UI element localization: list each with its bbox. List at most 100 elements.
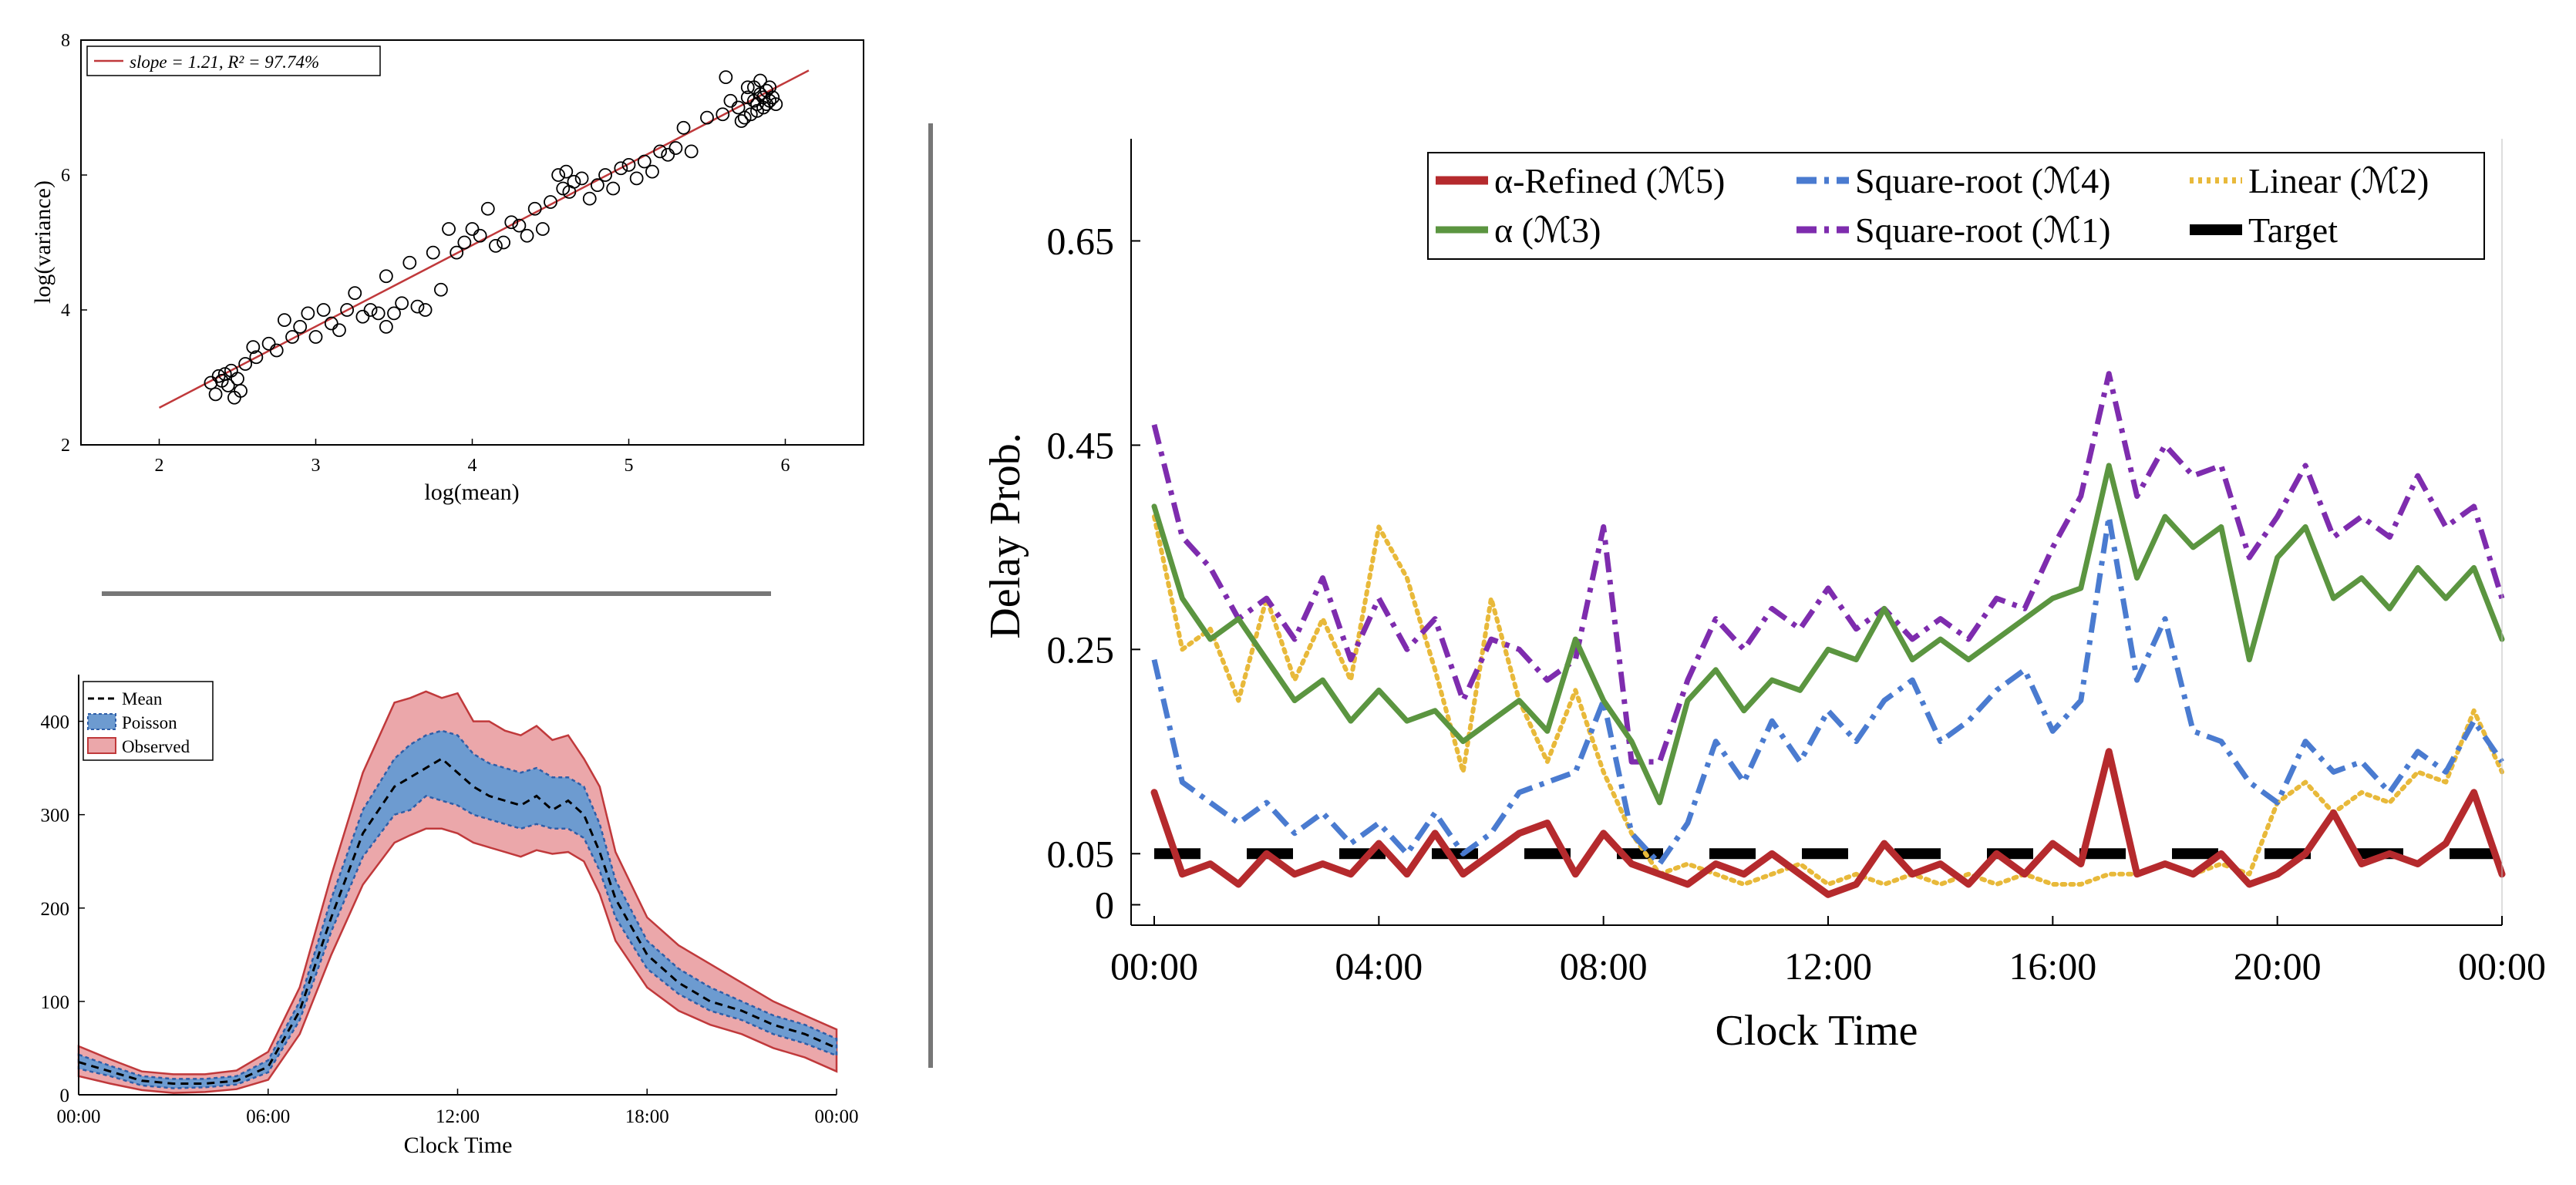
scatter-point [520,228,534,243]
scatter-point [332,323,346,338]
scatter-point [766,90,780,105]
scatter-point [535,222,550,236]
scatter-x-tick-label: 3 [311,456,321,476]
scatter-point [740,90,755,105]
scatter-y-tick-label: 4 [61,301,70,321]
scatter-point [661,147,675,162]
scatter-fit-segment [158,69,810,409]
scatter-point [653,144,667,159]
scatter-point [527,201,542,216]
scatter-legend-box [86,45,381,76]
delay-y-axis-label: Delay Prob. [982,433,1029,639]
delay-legend-m1: Square-root (ℳ1) [1855,210,2110,250]
traffic-mean-path [78,757,837,1085]
scatter-point [277,313,291,328]
delay-y-tick-label: 0 [1095,884,1114,927]
scatter-x-axis-label: log(mean) [424,480,519,505]
delay-chart: 00:00 04:00 08:00 12:00 16:00 20:00 00:00 0 0.0… [982,139,2546,1055]
scatter-point [480,201,495,216]
scatter-y-axis-label: log(variance) [30,180,56,304]
delay-y-tick-label: 0.65 [1047,219,1115,262]
scatter-point [324,316,338,331]
traffic-legend-poisson: Poisson [122,713,177,732]
delay-series-m3 [1151,463,2505,806]
scatter-point [716,107,730,122]
scatter-point [371,306,386,321]
scatter-legend-entry: slope = 1.21, R² = 97.74% [130,52,319,72]
scatter-point [308,330,323,344]
scatter-point [598,168,612,182]
traffic-legend-observed: Observed [122,737,190,756]
traffic-legend: Mean Poisson Observed [82,681,214,761]
scatter-point [293,319,308,334]
scatter-plot-frame [80,39,864,446]
scatter-chart: 2 3 4 5 6 2 4 6 8 log(mean) log(variance) slope… [30,31,864,505]
traffic-legend-mean: Mean [122,689,163,709]
delay-series-m5 [1150,748,2506,898]
traffic-y-tick-label: 400 [41,712,70,733]
delay-series-m4 [1151,513,2504,867]
scatter-fit-line [158,69,810,409]
traffic-legend-poisson-swatch [87,713,116,730]
delay-legend-m2: Linear (ℳ2) [2248,161,2429,200]
delay-series-m1 [1151,371,2505,765]
scatter-point [614,161,628,176]
scatter-point [387,306,401,321]
delay-legend-m3: α (ℳ3) [1494,210,1601,250]
delay-series-lines [1150,371,2506,898]
scatter-point [676,120,691,135]
scatter-point [234,384,247,398]
traffic-y-ticks: 0 100 200 300 400 [41,712,85,1106]
scatter-point [637,154,652,169]
scatter-point [723,93,738,108]
scatter-point [504,215,519,230]
scatter-point [668,141,683,155]
scatter-legend: slope = 1.21, R² = 97.74% [86,45,381,76]
traffic-chart: 00:00 06:00 12:00 18:00 00:00 0100200300400 … [41,675,858,1158]
scatter-point [763,80,777,95]
scatter-point [204,375,218,390]
delay-y-ticks: 0 0.05 0.25 0.45 0.65 [1047,219,1140,927]
scatter-point [582,191,597,206]
scatter-y-tick-label: 6 [61,166,70,186]
traffic-legend-observed-swatch [87,737,116,754]
scatter-point [379,269,393,284]
scatter-point [473,228,487,243]
scatter-points [204,70,783,405]
traffic-poisson-band [77,729,838,1089]
delay-x-tick-label: 20:00 [2234,944,2322,988]
scatter-point [753,73,767,88]
scatter-point [769,97,783,112]
scatter-point [348,286,362,301]
scatter-point [621,157,636,172]
scatter-point [418,303,433,317]
scatter-point [301,306,315,321]
scatter-point [340,303,355,317]
scatter-point [740,80,755,95]
scatter-point [465,222,480,236]
scatter-point [606,181,621,196]
traffic-y-tick-label: 0 [60,1086,70,1106]
scatter-point [559,164,574,179]
scatter-point [402,255,417,270]
delay-legend-box [1427,152,2485,260]
traffic-x-ticks: 00:00 06:00 12:00 18:00 00:00 [57,1089,858,1127]
traffic-x-tick-label: 00:00 [57,1106,101,1127]
scatter-point [731,100,746,115]
scatter-point [551,168,566,182]
delay-x-tick-label: 04:00 [1335,944,1423,988]
scatter-point [442,222,456,236]
scatter-y-ticks: 2 4 6 8 [61,31,87,456]
scatter-point [355,309,370,324]
delay-legend: α-Refined (ℳ5) Square-root (ℳ4) Linear (… [1427,152,2485,260]
scatter-point [512,218,527,233]
traffic-y-tick-label: 300 [41,806,70,826]
scatter-point [434,282,448,297]
scatter-point [316,303,331,317]
scatter-point [410,299,425,314]
scatter-point [567,174,581,189]
delay-legend-m5: α-Refined (ℳ5) [1494,161,1725,200]
scatter-point [426,245,440,260]
delay-legend-target: Target [2248,210,2338,250]
scatter-point [379,319,393,334]
